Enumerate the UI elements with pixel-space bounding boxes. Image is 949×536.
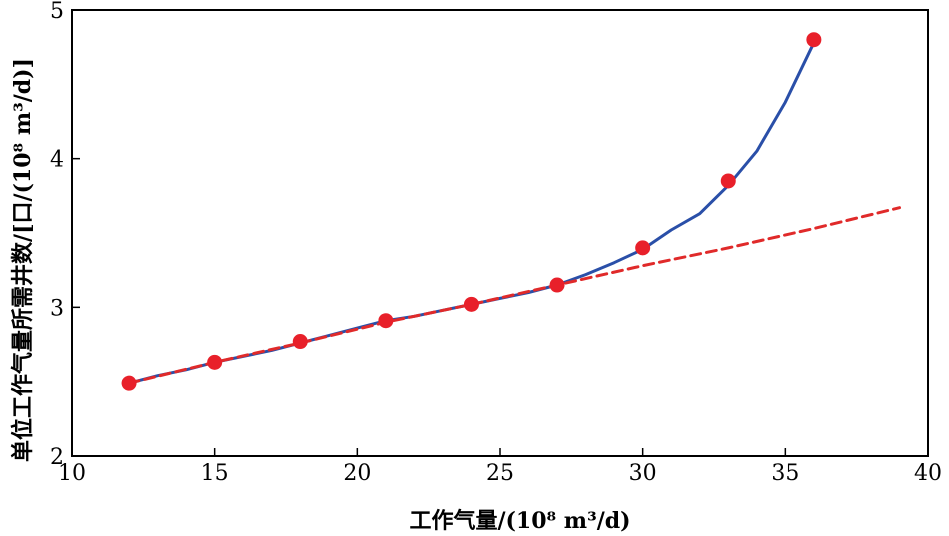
axes-layer: 10 15 20 25 30 35 40 2 3 4 5 [50, 0, 942, 486]
data-point-marker [207, 354, 223, 370]
y-tick-label: 2 [50, 445, 64, 470]
y-tick-label: 3 [50, 296, 64, 321]
x-tick-label: 25 [486, 461, 514, 486]
data-point-marker [720, 173, 736, 189]
dashed-trend-line [127, 206, 901, 385]
data-point-marker [121, 375, 137, 391]
x-tick-label: 20 [343, 461, 371, 486]
data-point-marker [378, 313, 394, 329]
series-layer [121, 32, 901, 391]
x-tick-label: 40 [914, 461, 942, 486]
x-tick-label: 10 [58, 461, 86, 486]
x-tick-label: 15 [201, 461, 229, 486]
solid-curve-line [127, 41, 816, 385]
data-point-marker [635, 240, 651, 256]
y-tick-label: 4 [50, 148, 64, 173]
x-tick-label: 35 [771, 461, 799, 486]
x-axis-title: 工作气量/(10⁸ m³/d) [409, 508, 630, 534]
y-axis-title: 单位工作气量所需井数/[口/(10⁸ m³/d)] [10, 58, 36, 462]
data-point-marker [549, 277, 565, 293]
data-point-marker [292, 334, 308, 350]
y-tick-label: 5 [50, 0, 64, 24]
data-point-marker [806, 32, 822, 48]
x-tick-label: 30 [629, 461, 657, 486]
data-point-marker [463, 296, 479, 312]
